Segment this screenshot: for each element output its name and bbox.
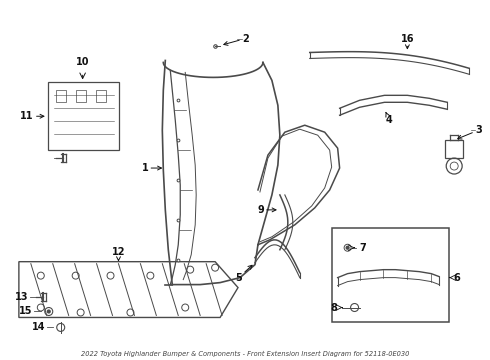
Bar [96,90,105,102]
Circle shape [48,310,50,313]
Text: 6: 6 [453,273,460,283]
Bar [56,90,66,102]
Bar [332,228,449,323]
Bar [445,140,463,158]
Text: 11: 11 [20,111,44,121]
Text: 16: 16 [401,33,414,49]
Bar [48,82,120,150]
Circle shape [346,246,349,249]
Text: 13: 13 [15,292,29,302]
Text: 2022 Toyota Highlander Bumper & Components - Front Extension Insert Diagram for : 2022 Toyota Highlander Bumper & Componen… [81,351,409,357]
Text: 5: 5 [235,265,252,283]
Text: 8: 8 [331,302,338,312]
Text: 10: 10 [76,58,89,67]
Text: 15: 15 [19,306,33,316]
Text: 3: 3 [458,125,482,139]
Bar [75,90,86,102]
Text: 12: 12 [112,247,125,261]
Text: 2: 2 [224,33,249,45]
Text: 1: 1 [142,163,161,173]
Text: 7: 7 [360,243,367,253]
Text: 9: 9 [257,205,276,215]
Text: 4: 4 [386,112,393,125]
Text: 14: 14 [32,323,46,332]
